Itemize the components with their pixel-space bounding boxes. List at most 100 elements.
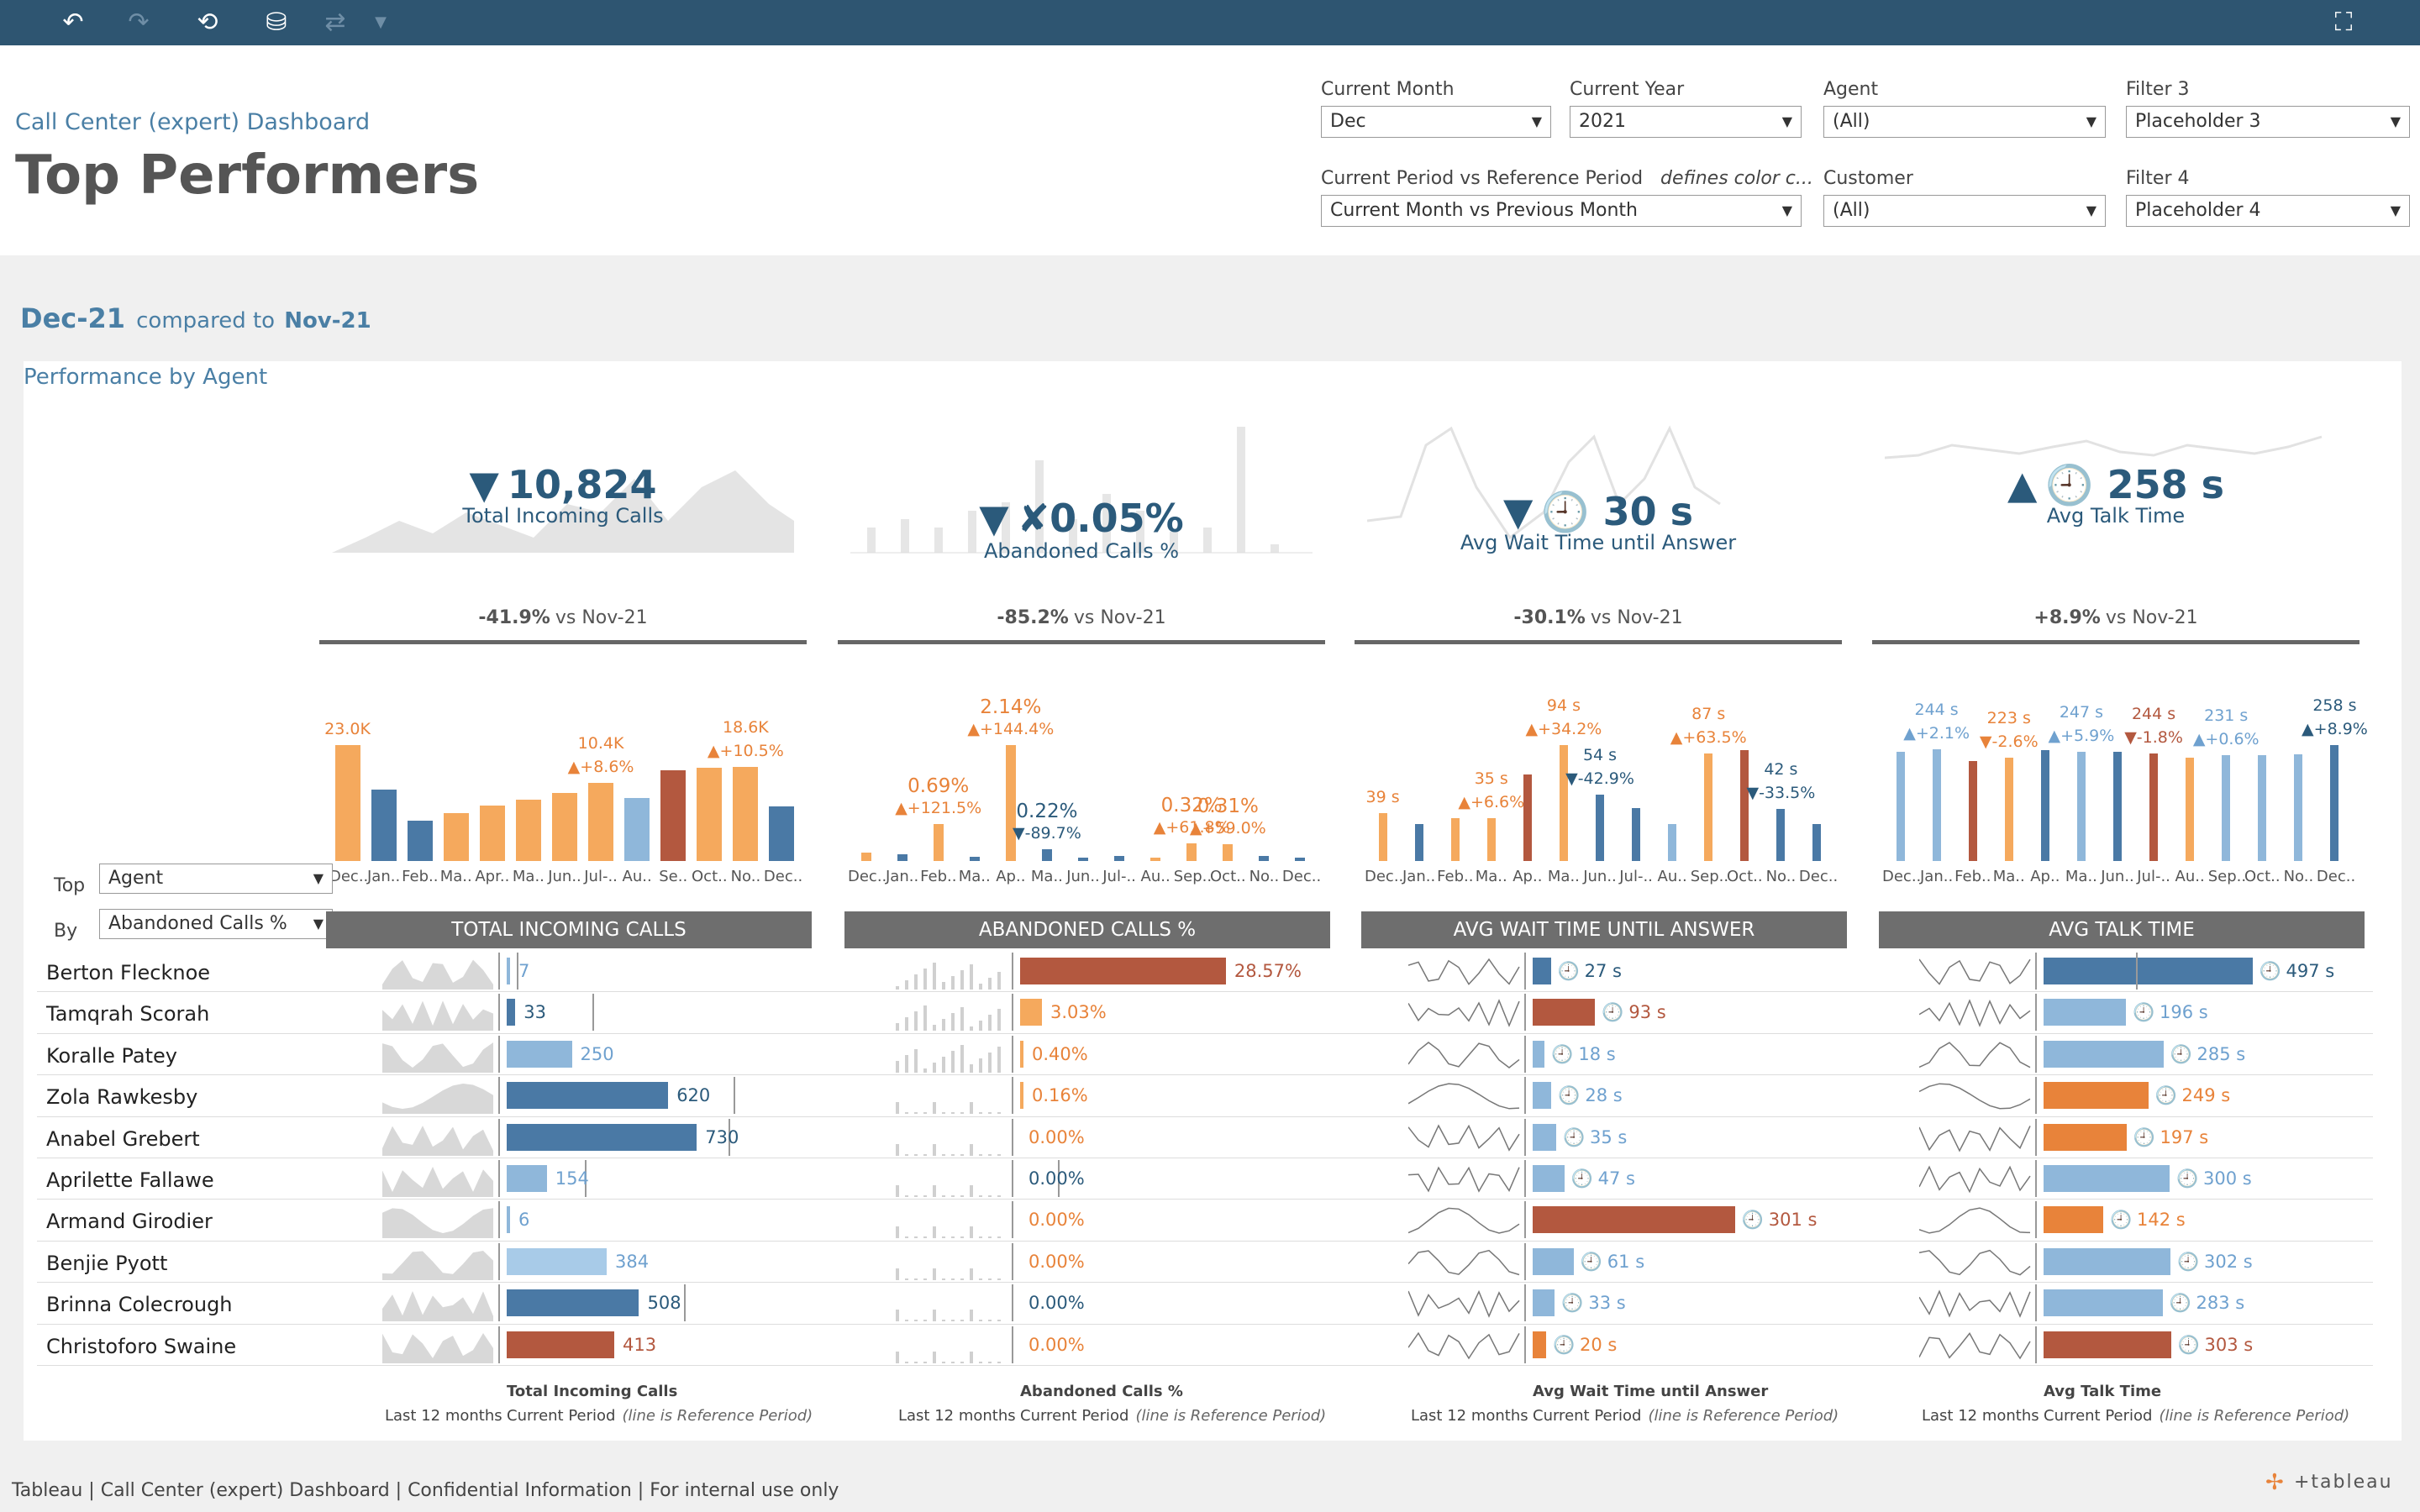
agent-metric-bar[interactable] <box>507 1247 608 1275</box>
month-bar[interactable] <box>2294 754 2303 861</box>
agent-metric-bar[interactable] <box>507 1289 639 1317</box>
month-bar[interactable] <box>660 770 687 861</box>
agent-metric-bar[interactable] <box>1533 1206 1735 1234</box>
month-bar[interactable] <box>1632 807 1641 861</box>
month-bar[interactable] <box>1668 823 1677 861</box>
month-bar[interactable] <box>1896 751 1905 861</box>
month-bar[interactable] <box>897 853 908 861</box>
month-bar[interactable] <box>1041 848 1052 861</box>
month-bar[interactable] <box>860 853 871 861</box>
top-dropdown[interactable]: Agent ▼ <box>99 864 333 894</box>
agent-name[interactable]: Berton Flecknoe <box>46 961 211 984</box>
month-bar[interactable] <box>2330 745 2339 861</box>
agent-metric-bar[interactable] <box>507 1123 697 1151</box>
filter4-dropdown[interactable]: Placeholder 4 ▼ <box>2126 195 2410 227</box>
month-bar[interactable] <box>1559 745 1568 861</box>
agent-metric-bar[interactable] <box>507 999 516 1026</box>
month-bar[interactable] <box>1186 843 1197 861</box>
agent-name[interactable]: Benjie Pyott <box>46 1251 168 1275</box>
refresh-icon[interactable]: ⇄ <box>324 8 346 37</box>
period-filter-dropdown[interactable]: Current Month vs Previous Month ▼ <box>1321 195 1802 227</box>
month-bar[interactable] <box>769 806 795 861</box>
agent-metric-bar[interactable] <box>1533 1289 1555 1317</box>
month-bar[interactable] <box>1968 760 1977 861</box>
dropdown-icon[interactable]: ▼ <box>375 13 387 31</box>
month-bar[interactable] <box>1414 823 1423 861</box>
month-bar[interactable] <box>1150 858 1161 861</box>
agent-name[interactable]: Brinna Colecrough <box>46 1293 233 1317</box>
agent-name[interactable]: Tamqrah Scorah <box>46 1002 210 1026</box>
agent-metric-bar[interactable] <box>1533 1123 1556 1151</box>
agent-metric-bar[interactable] <box>507 1206 510 1234</box>
month-bar[interactable] <box>1704 753 1713 861</box>
month-bar[interactable] <box>1812 823 1822 861</box>
agent-metric-bar[interactable] <box>2044 958 2253 984</box>
month-bar[interactable] <box>1005 745 1016 861</box>
data-source-icon[interactable]: ⛁ <box>266 8 287 37</box>
month-bar[interactable] <box>2004 758 2013 861</box>
month-bar[interactable] <box>733 767 759 861</box>
agent-metric-bar[interactable] <box>1533 1165 1565 1192</box>
month-bar[interactable] <box>697 768 723 861</box>
agent-filter-dropdown[interactable]: (All) ▼ <box>1823 106 2106 138</box>
month-bar[interactable] <box>1223 844 1234 861</box>
agent-metric-bar[interactable] <box>1533 999 1596 1026</box>
month-bar[interactable] <box>371 789 397 861</box>
agent-metric-bar[interactable] <box>2044 1247 2170 1275</box>
month-bar[interactable] <box>1114 856 1125 861</box>
month-bar[interactable] <box>2076 751 2086 861</box>
month-bar[interactable] <box>1259 855 1270 861</box>
agent-metric-bar[interactable] <box>2044 1123 2127 1151</box>
month-bar[interactable] <box>1776 809 1786 861</box>
redo-icon[interactable]: ↷ <box>128 8 150 37</box>
agent-name[interactable]: Zola Rawkesby <box>46 1085 198 1110</box>
customer-filter-dropdown[interactable]: (All) ▼ <box>1823 195 2106 227</box>
month-bar[interactable] <box>552 793 577 861</box>
agent-metric-bar[interactable] <box>507 1040 572 1068</box>
agent-metric-bar[interactable] <box>1533 1040 1545 1068</box>
agent-name[interactable]: Christoforo Swaine <box>46 1334 237 1358</box>
agent-metric-bar[interactable] <box>2044 1082 2149 1110</box>
month-bar[interactable] <box>479 806 505 861</box>
month-bar[interactable] <box>2040 749 2049 861</box>
month-bar[interactable] <box>1486 817 1496 861</box>
agent-metric-bar[interactable] <box>2044 1040 2164 1068</box>
month-bar[interactable] <box>1378 812 1387 861</box>
month-bar[interactable] <box>1596 794 1604 861</box>
month-bar[interactable] <box>1078 858 1088 861</box>
current-month-dropdown[interactable]: Dec ▼ <box>1321 106 1551 138</box>
agent-metric-bar[interactable] <box>1020 1040 1023 1068</box>
agent-metric-bar[interactable] <box>507 958 510 984</box>
fullscreen-icon[interactable]: ⛶ <box>2334 8 2353 37</box>
agent-metric-bar[interactable] <box>1020 1082 1023 1110</box>
current-year-dropdown[interactable]: 2021 ▼ <box>1570 106 1802 138</box>
month-bar[interactable] <box>1450 817 1460 861</box>
month-bar[interactable] <box>588 783 614 861</box>
revert-icon[interactable]: ⟲ <box>197 8 218 37</box>
agent-metric-bar[interactable] <box>507 1082 669 1110</box>
month-bar[interactable] <box>2186 757 2195 861</box>
agent-name[interactable]: Aprilette Fallawe <box>46 1168 214 1192</box>
month-bar[interactable] <box>624 798 650 861</box>
month-bar[interactable] <box>515 799 541 861</box>
month-bar[interactable] <box>407 821 433 861</box>
agent-name[interactable]: Anabel Grebert <box>46 1126 200 1151</box>
month-bar[interactable] <box>2149 753 2159 861</box>
agent-name[interactable]: Koralle Patey <box>46 1043 178 1068</box>
month-bar[interactable] <box>1932 748 1941 861</box>
filter3-dropdown[interactable]: Placeholder 3 ▼ <box>2126 106 2410 138</box>
month-bar[interactable] <box>1523 774 1532 861</box>
agent-metric-bar[interactable] <box>2044 999 2126 1026</box>
agent-metric-bar[interactable] <box>2044 1289 2163 1317</box>
month-bar[interactable] <box>2222 755 2231 861</box>
agent-metric-bar[interactable] <box>507 1165 547 1192</box>
month-bar[interactable] <box>933 823 944 861</box>
month-bar[interactable] <box>443 813 469 861</box>
agent-metric-bar[interactable] <box>1533 1082 1552 1110</box>
agent-metric-bar[interactable] <box>1020 958 1226 984</box>
month-bar[interactable] <box>1295 858 1306 861</box>
agent-metric-bar[interactable] <box>2044 1331 2171 1358</box>
undo-icon[interactable]: ↶ <box>62 8 84 37</box>
month-bar[interactable] <box>334 745 360 861</box>
month-bar[interactable] <box>2258 754 2267 861</box>
